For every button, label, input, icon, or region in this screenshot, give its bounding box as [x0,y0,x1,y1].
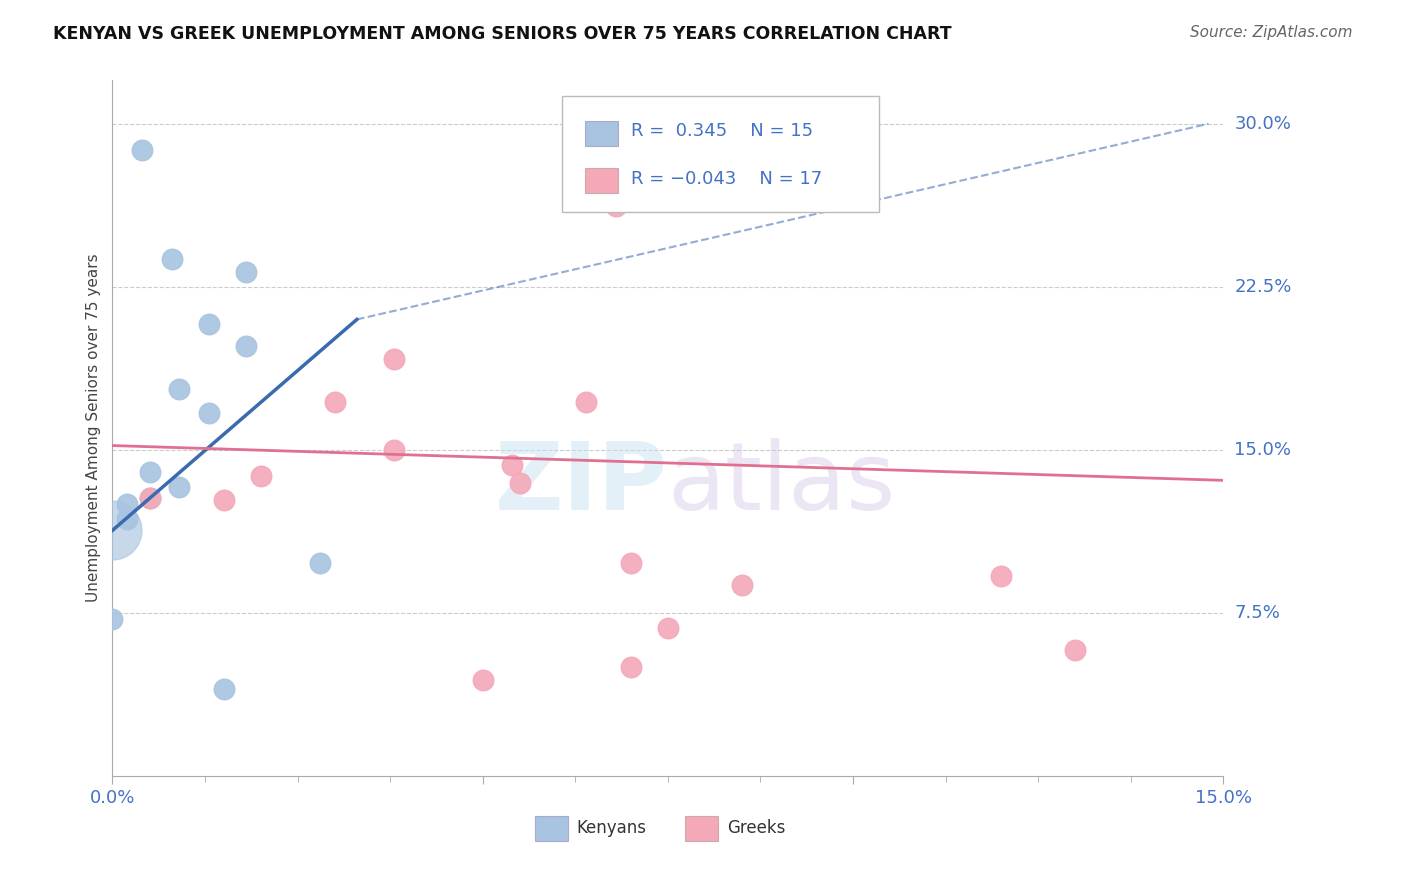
Text: R = −0.043    N = 17: R = −0.043 N = 17 [631,169,823,187]
Point [382,351,405,366]
Point [101,524,124,538]
Text: 22.5%: 22.5% [1234,277,1292,296]
Point [235,338,257,352]
Point [131,143,153,157]
Point [323,395,346,409]
Point [620,660,643,674]
Point [1064,643,1087,657]
FancyBboxPatch shape [685,815,718,841]
Text: atlas: atlas [668,438,896,530]
Point [197,406,219,420]
Point [101,613,124,627]
Text: 15.0%: 15.0% [1234,441,1291,458]
Text: Source: ZipAtlas.com: Source: ZipAtlas.com [1189,25,1353,40]
Point [471,673,494,688]
Text: 30.0%: 30.0% [1234,115,1291,133]
Point [138,491,160,505]
Point [605,199,627,213]
Point [501,458,523,472]
Point [167,382,190,396]
Text: KENYAN VS GREEK UNEMPLOYMENT AMONG SENIORS OVER 75 YEARS CORRELATION CHART: KENYAN VS GREEK UNEMPLOYMENT AMONG SENIO… [53,25,952,43]
Y-axis label: Unemployment Among Seniors over 75 years: Unemployment Among Seniors over 75 years [86,254,101,602]
Point [249,469,271,483]
Point [657,621,679,635]
Point [117,512,139,526]
Point [575,395,598,409]
Point [382,442,405,457]
Text: ZIP: ZIP [495,438,668,530]
Point [620,556,643,570]
Point [308,556,330,570]
Point [509,475,531,490]
Point [117,497,139,511]
Point [167,480,190,494]
Text: Kenyans: Kenyans [576,819,647,838]
Point [138,465,160,479]
Text: Greeks: Greeks [727,819,785,838]
FancyBboxPatch shape [562,95,879,212]
Point [212,681,235,696]
Point [197,317,219,331]
Point [731,578,754,592]
FancyBboxPatch shape [585,120,617,145]
Point [235,264,257,278]
Point [990,569,1012,583]
FancyBboxPatch shape [534,815,568,841]
Text: R =  0.345    N = 15: R = 0.345 N = 15 [631,122,813,140]
Point [138,491,160,505]
Point [160,252,183,266]
Point [212,492,235,507]
FancyBboxPatch shape [585,168,617,194]
Text: 7.5%: 7.5% [1234,604,1281,622]
